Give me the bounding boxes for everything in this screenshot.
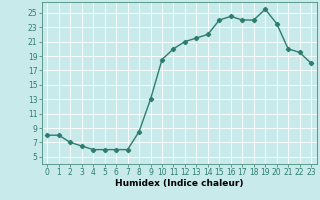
X-axis label: Humidex (Indice chaleur): Humidex (Indice chaleur) — [115, 179, 244, 188]
